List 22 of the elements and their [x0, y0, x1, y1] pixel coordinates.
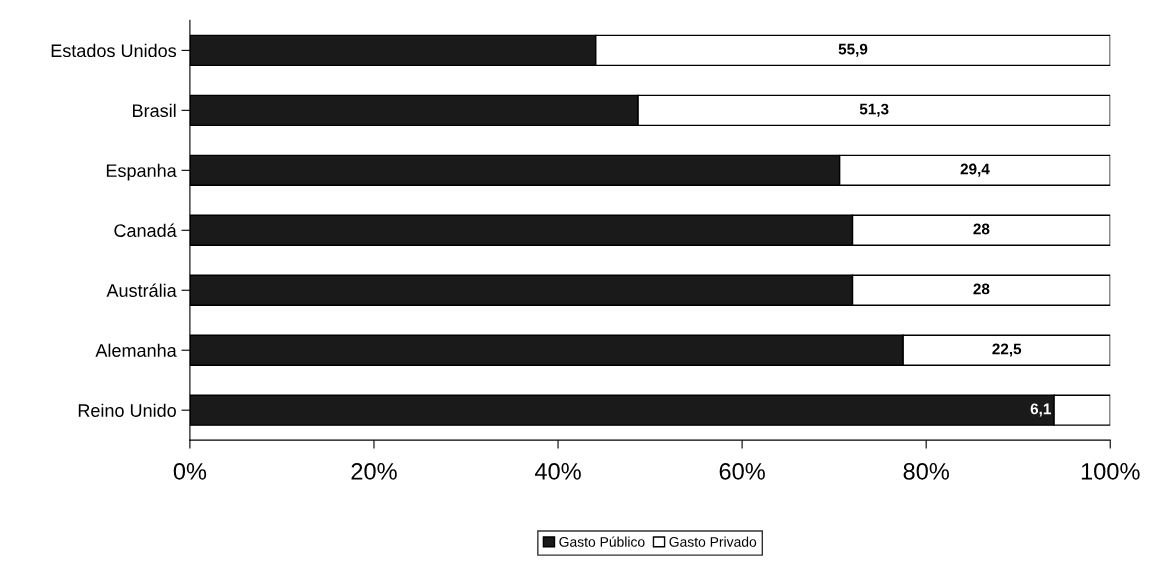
y-tick-label: Reino Unido	[78, 403, 176, 417]
y-tick-label: Alemanha	[95, 343, 177, 357]
data-label: 28	[973, 223, 990, 235]
y-tick-label: Austrália	[106, 283, 177, 297]
data-label: 6,1	[1030, 403, 1051, 417]
x-tick-label: 80%	[903, 463, 949, 480]
y-tick-label: Brasil	[133, 103, 176, 118]
data-label: 51,3	[859, 103, 889, 117]
x-tick-label: 40%	[534, 463, 581, 480]
y-tick-label: Espanha	[106, 163, 177, 181]
y-tick-label: Canadá	[114, 223, 177, 238]
y-tick-label: Estados Unidos	[51, 43, 177, 58]
x-tick-label: 100%	[1081, 463, 1140, 480]
x-tick-label: 60%	[719, 463, 765, 480]
data-label: 28	[973, 283, 990, 295]
x-tick-label: 0%	[173, 463, 207, 480]
legend-label: Gasto Público	[559, 536, 645, 547]
x-tick-label: 20%	[351, 463, 397, 480]
legend-label: Gasto Privado	[669, 536, 757, 547]
data-label: 22,5	[992, 343, 1022, 357]
data-label: 29,4	[960, 163, 990, 177]
data-label: 55,9	[838, 43, 868, 57]
